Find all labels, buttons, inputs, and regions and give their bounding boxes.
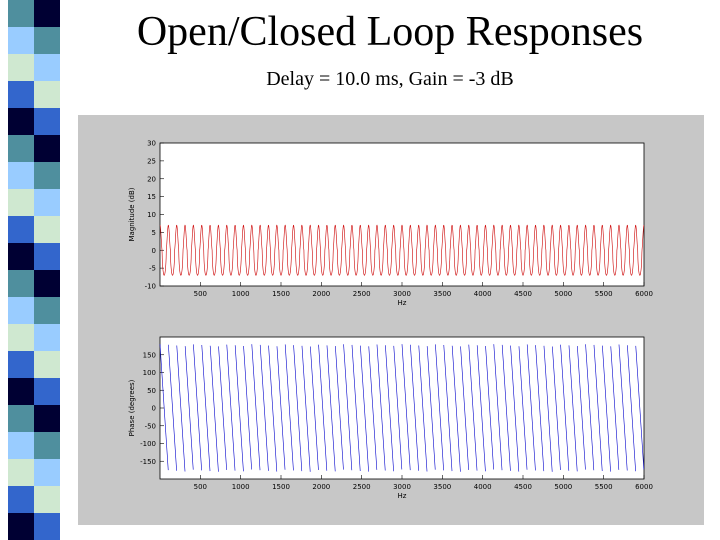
x-tick-label: 6000: [635, 483, 653, 491]
y-tick-label: -100: [140, 440, 156, 448]
x-tick-label: 5500: [595, 483, 613, 491]
stripe-block: [8, 459, 34, 486]
x-tick-label: 3500: [433, 483, 451, 491]
y-tick-label: 10: [147, 211, 156, 219]
x-tick-label: 1000: [232, 290, 250, 298]
stripe-block: [34, 54, 60, 81]
y-tick-label: 25: [147, 157, 156, 165]
y-tick-label: 50: [147, 387, 156, 395]
y-tick-label: 15: [147, 193, 156, 201]
stripe-block: [8, 405, 34, 432]
stripe-block: [34, 243, 60, 270]
stripe-block: [8, 54, 34, 81]
figure-panel: 500 1000 1500 2000 2500 3000 3500 4000 4500 5000 5…: [78, 115, 704, 525]
stripe-block: [8, 432, 34, 459]
stripe-block: [34, 297, 60, 324]
x-tick-label: 4500: [514, 290, 532, 298]
plot-area: [159, 336, 645, 480]
x-tick-label: 3500: [433, 290, 451, 298]
x-axis-label: Hz: [398, 299, 407, 307]
x-tick-label: 1500: [272, 483, 290, 491]
x-tick-label: 6000: [635, 290, 653, 298]
stripe-block: [8, 243, 34, 270]
x-tick-label: 2000: [312, 483, 330, 491]
slide-subtitle: Delay = 10.0 ms, Gain = -3 dB: [266, 68, 514, 90]
stripe-block: [34, 27, 60, 54]
stripe-block: [8, 216, 34, 243]
decorative-stripe: [0, 0, 64, 540]
slide-title: Open/Closed Loop Responses: [136, 9, 644, 55]
stripe-block: [34, 135, 60, 162]
stripe-block: [34, 378, 60, 405]
stripe-block: [8, 297, 34, 324]
x-tick-label: 1500: [272, 290, 290, 298]
y-tick-label: 100: [143, 369, 156, 377]
stripe-block: [34, 405, 60, 432]
y-tick-label: 150: [143, 351, 156, 359]
stripe-block: [34, 351, 60, 378]
x-tick-label: 4000: [474, 290, 492, 298]
x-tick-label: 3000: [393, 483, 411, 491]
stripe-block: [34, 432, 60, 459]
y-tick-label: -150: [140, 458, 156, 466]
stripe-block: [34, 324, 60, 351]
x-tick-label: 1000: [232, 483, 250, 491]
x-tick-label: 2500: [353, 290, 371, 298]
x-tick-label: 5500: [595, 290, 613, 298]
stripe-block: [8, 81, 34, 108]
stripe-block: [8, 270, 34, 297]
stripe-block: [8, 324, 34, 351]
stripe-block: [34, 81, 60, 108]
x-tick-label: 500: [194, 483, 207, 491]
y-tick-label: -10: [145, 283, 156, 291]
stripe-block: [8, 162, 34, 189]
y-tick-label: 0: [152, 247, 156, 255]
stripe-block: [34, 189, 60, 216]
stripe-block: [8, 189, 34, 216]
x-tick-label: 4500: [514, 483, 532, 491]
plot-area: [159, 142, 645, 287]
magnitude-series: [159, 224, 645, 276]
stripe-block: [34, 216, 60, 243]
stripe-block: [8, 0, 34, 27]
stripe-block: [8, 378, 34, 405]
x-tick-label: 2000: [312, 290, 330, 298]
y-tick-label: -50: [145, 422, 156, 430]
x-axis-label: Hz: [398, 492, 407, 500]
y-tick-label: 30: [147, 140, 156, 148]
stripe-block: [34, 270, 60, 297]
stripe-block: [8, 135, 34, 162]
x-tick-label: 5000: [554, 290, 572, 298]
x-tick-label: 3000: [393, 290, 411, 298]
response-charts: 500 1000 1500 2000 2500 3000 3500 4000 4500 5000 5…: [128, 140, 653, 501]
x-tick-label: 5000: [554, 483, 572, 491]
stripe-block: [8, 108, 34, 135]
stripe-block: [34, 0, 60, 27]
stripe-block: [34, 162, 60, 189]
stripe-block: [8, 513, 34, 540]
phase-series: [159, 344, 645, 472]
stripe-block: [34, 513, 60, 540]
stripe-block: [8, 351, 34, 378]
stripe-block: [34, 486, 60, 513]
stripe-block: [8, 486, 34, 513]
x-tick-label: 2500: [353, 483, 371, 491]
stripe-block: [8, 27, 34, 54]
x-tick-label: 4000: [474, 483, 492, 491]
y-axis-label: Magnitude (dB): [128, 187, 136, 241]
y-tick-label: 20: [147, 175, 156, 183]
y-tick-label: 5: [152, 229, 156, 237]
y-axis-label: Phase (degrees): [128, 379, 136, 436]
stripe-block: [34, 108, 60, 135]
stripe-block: [34, 459, 60, 486]
y-tick-label: 0: [152, 405, 156, 413]
y-tick-label: -5: [149, 265, 156, 273]
x-tick-label: 500: [194, 290, 207, 298]
